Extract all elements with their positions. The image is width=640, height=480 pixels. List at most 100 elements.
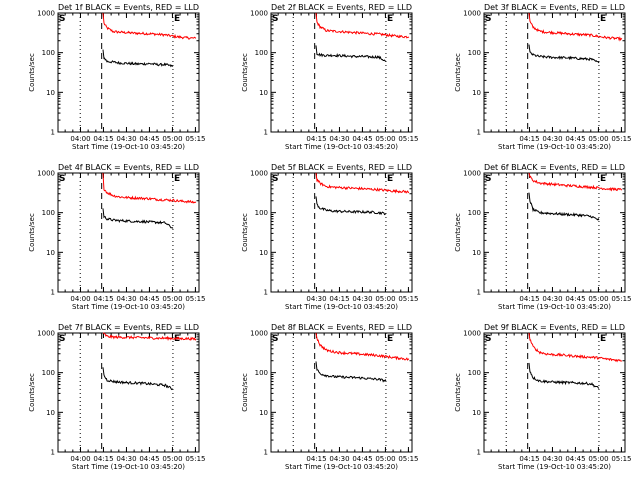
detector-panel-2: Det 2f BLACK = Events, RED = LLD 1 10 100 10…	[241, 3, 419, 151]
y-tick-label: 10	[46, 249, 55, 257]
x-tick-label: 05:00	[375, 295, 395, 303]
x-tick-label: 04:30	[116, 135, 136, 143]
x-tick-label: 05:00	[162, 295, 182, 303]
lld-trace	[528, 332, 623, 363]
interval-marker-e: E	[174, 334, 180, 344]
y-tick-label: 100	[42, 209, 55, 217]
interval-marker-s: S	[485, 14, 491, 24]
y-tick-label: 1	[477, 289, 481, 297]
y-tick-label: 10	[472, 89, 481, 97]
y-axis-label: Counts/sec	[454, 213, 462, 252]
interval-marker-e: E	[387, 334, 393, 344]
plot-frame	[270, 12, 413, 133]
detector-panel-1: Det 1f BLACK = Events, RED = LLD 1 10 100 10…	[28, 3, 206, 151]
x-tick-label: 05:15	[611, 135, 631, 143]
y-tick-label: 1	[51, 129, 55, 137]
panel-title: Det 6f BLACK = Events, RED = LLD	[484, 163, 625, 172]
x-tick-label: 05:15	[398, 295, 418, 303]
y-tick-label: 10	[259, 249, 268, 257]
interval-marker-e: E	[387, 174, 393, 184]
x-tick-label: 04:15	[519, 455, 539, 463]
plot-frame	[270, 332, 413, 453]
y-tick-label: 10	[472, 409, 481, 417]
y-tick-label: 1000	[37, 170, 55, 178]
plot-frame	[270, 172, 413, 293]
x-tick-label: 04:00	[70, 455, 90, 463]
detector-panel-6: Det 6f BLACK = Events, RED = LLD 1 10 100 10…	[454, 163, 632, 311]
y-tick-label: 1000	[463, 10, 481, 18]
y-tick-label: 1000	[463, 170, 481, 178]
x-tick-label: 05:15	[611, 295, 631, 303]
plot-frame	[483, 172, 626, 293]
x-axis-label: Start Time (19-Oct-10 03:45:20)	[498, 303, 611, 311]
lld-trace	[102, 172, 197, 204]
plot-frame	[57, 12, 200, 133]
x-tick-label: 04:15	[306, 135, 326, 143]
x-tick-label: 04:30	[329, 135, 349, 143]
x-tick-label: 04:15	[93, 455, 113, 463]
x-axis-label: Start Time (19-Oct-10 03:45:20)	[285, 303, 398, 311]
x-tick-label: 05:00	[588, 455, 608, 463]
detector-panel-8: Det 8f BLACK = Events, RED = LLD 1 10 100 10…	[241, 323, 419, 471]
x-axis-label: Start Time (19-Oct-10 03:45:20)	[498, 143, 611, 151]
x-tick-label: 04:15	[519, 295, 539, 303]
x-tick-label: 04:30	[329, 455, 349, 463]
events-trace	[102, 367, 174, 391]
x-tick-label: 04:30	[542, 455, 562, 463]
x-tick-label: 05:15	[185, 135, 205, 143]
y-tick-label: 100	[468, 209, 481, 217]
plot-frame	[57, 172, 200, 293]
y-tick-label: 100	[255, 369, 268, 377]
plot-frame	[483, 12, 626, 133]
y-axis-label: Counts/sec	[28, 213, 36, 252]
x-tick-label: 04:30	[116, 455, 136, 463]
events-trace	[315, 45, 387, 62]
panel-title: Det 9f BLACK = Events, RED = LLD	[484, 323, 625, 332]
panel-title: Det 8f BLACK = Events, RED = LLD	[271, 323, 412, 332]
y-tick-label: 100	[255, 49, 268, 57]
x-tick-label: 04:30	[352, 295, 372, 303]
y-tick-label: 1	[51, 289, 55, 297]
lld-trace	[528, 172, 623, 192]
interval-marker-e: E	[174, 14, 180, 24]
y-tick-label: 1	[264, 449, 268, 457]
panel-title: Det 5f BLACK = Events, RED = LLD	[271, 163, 412, 172]
x-tick-label: 05:15	[398, 135, 418, 143]
y-tick-label: 100	[42, 369, 55, 377]
detector-panel-5: Det 5f BLACK = Events, RED = LLD 1 10 100 10…	[241, 163, 419, 311]
y-tick-label: 1	[477, 449, 481, 457]
x-tick-label: 04:30	[542, 135, 562, 143]
x-tick-label: 05:00	[162, 135, 182, 143]
y-tick-label: 1000	[250, 170, 268, 178]
plot-frame	[57, 332, 200, 453]
detector-panel-7: Det 7f BLACK = Events, RED = LLD 1 10 100 10…	[28, 323, 206, 471]
panel-title: Det 4f BLACK = Events, RED = LLD	[58, 163, 199, 172]
y-tick-label: 10	[472, 249, 481, 257]
interval-marker-e: E	[600, 334, 606, 344]
y-axis-label: Counts/sec	[241, 213, 249, 252]
x-tick-label: 05:00	[375, 455, 395, 463]
x-tick-label: 04:15	[93, 135, 113, 143]
y-tick-label: 1000	[250, 330, 268, 338]
detector-panel-4: Det 4f BLACK = Events, RED = LLD 1 10 100 10…	[28, 163, 206, 311]
x-axis-label: Start Time (19-Oct-10 03:45:20)	[498, 463, 611, 471]
y-tick-label: 1000	[37, 330, 55, 338]
x-tick-label: 05:15	[611, 455, 631, 463]
y-tick-label: 1000	[250, 10, 268, 18]
x-tick-label: 04:30	[116, 295, 136, 303]
x-tick-label: 05:15	[185, 455, 205, 463]
x-tick-label: 04:15	[93, 295, 113, 303]
y-tick-label: 100	[468, 369, 481, 377]
interval-marker-s: S	[485, 174, 491, 184]
events-trace	[315, 361, 387, 383]
interval-marker-s: S	[485, 334, 491, 344]
detector-panel-9: Det 9f BLACK = Events, RED = LLD 1 10 100 10…	[454, 323, 632, 471]
events-trace	[102, 208, 174, 229]
x-tick-label: 05:00	[588, 295, 608, 303]
y-axis-label: Counts/sec	[28, 53, 36, 92]
interval-marker-s: S	[59, 334, 65, 344]
y-tick-label: 1	[477, 129, 481, 137]
x-tick-label: 04:15	[329, 295, 349, 303]
y-tick-label: 10	[259, 89, 268, 97]
